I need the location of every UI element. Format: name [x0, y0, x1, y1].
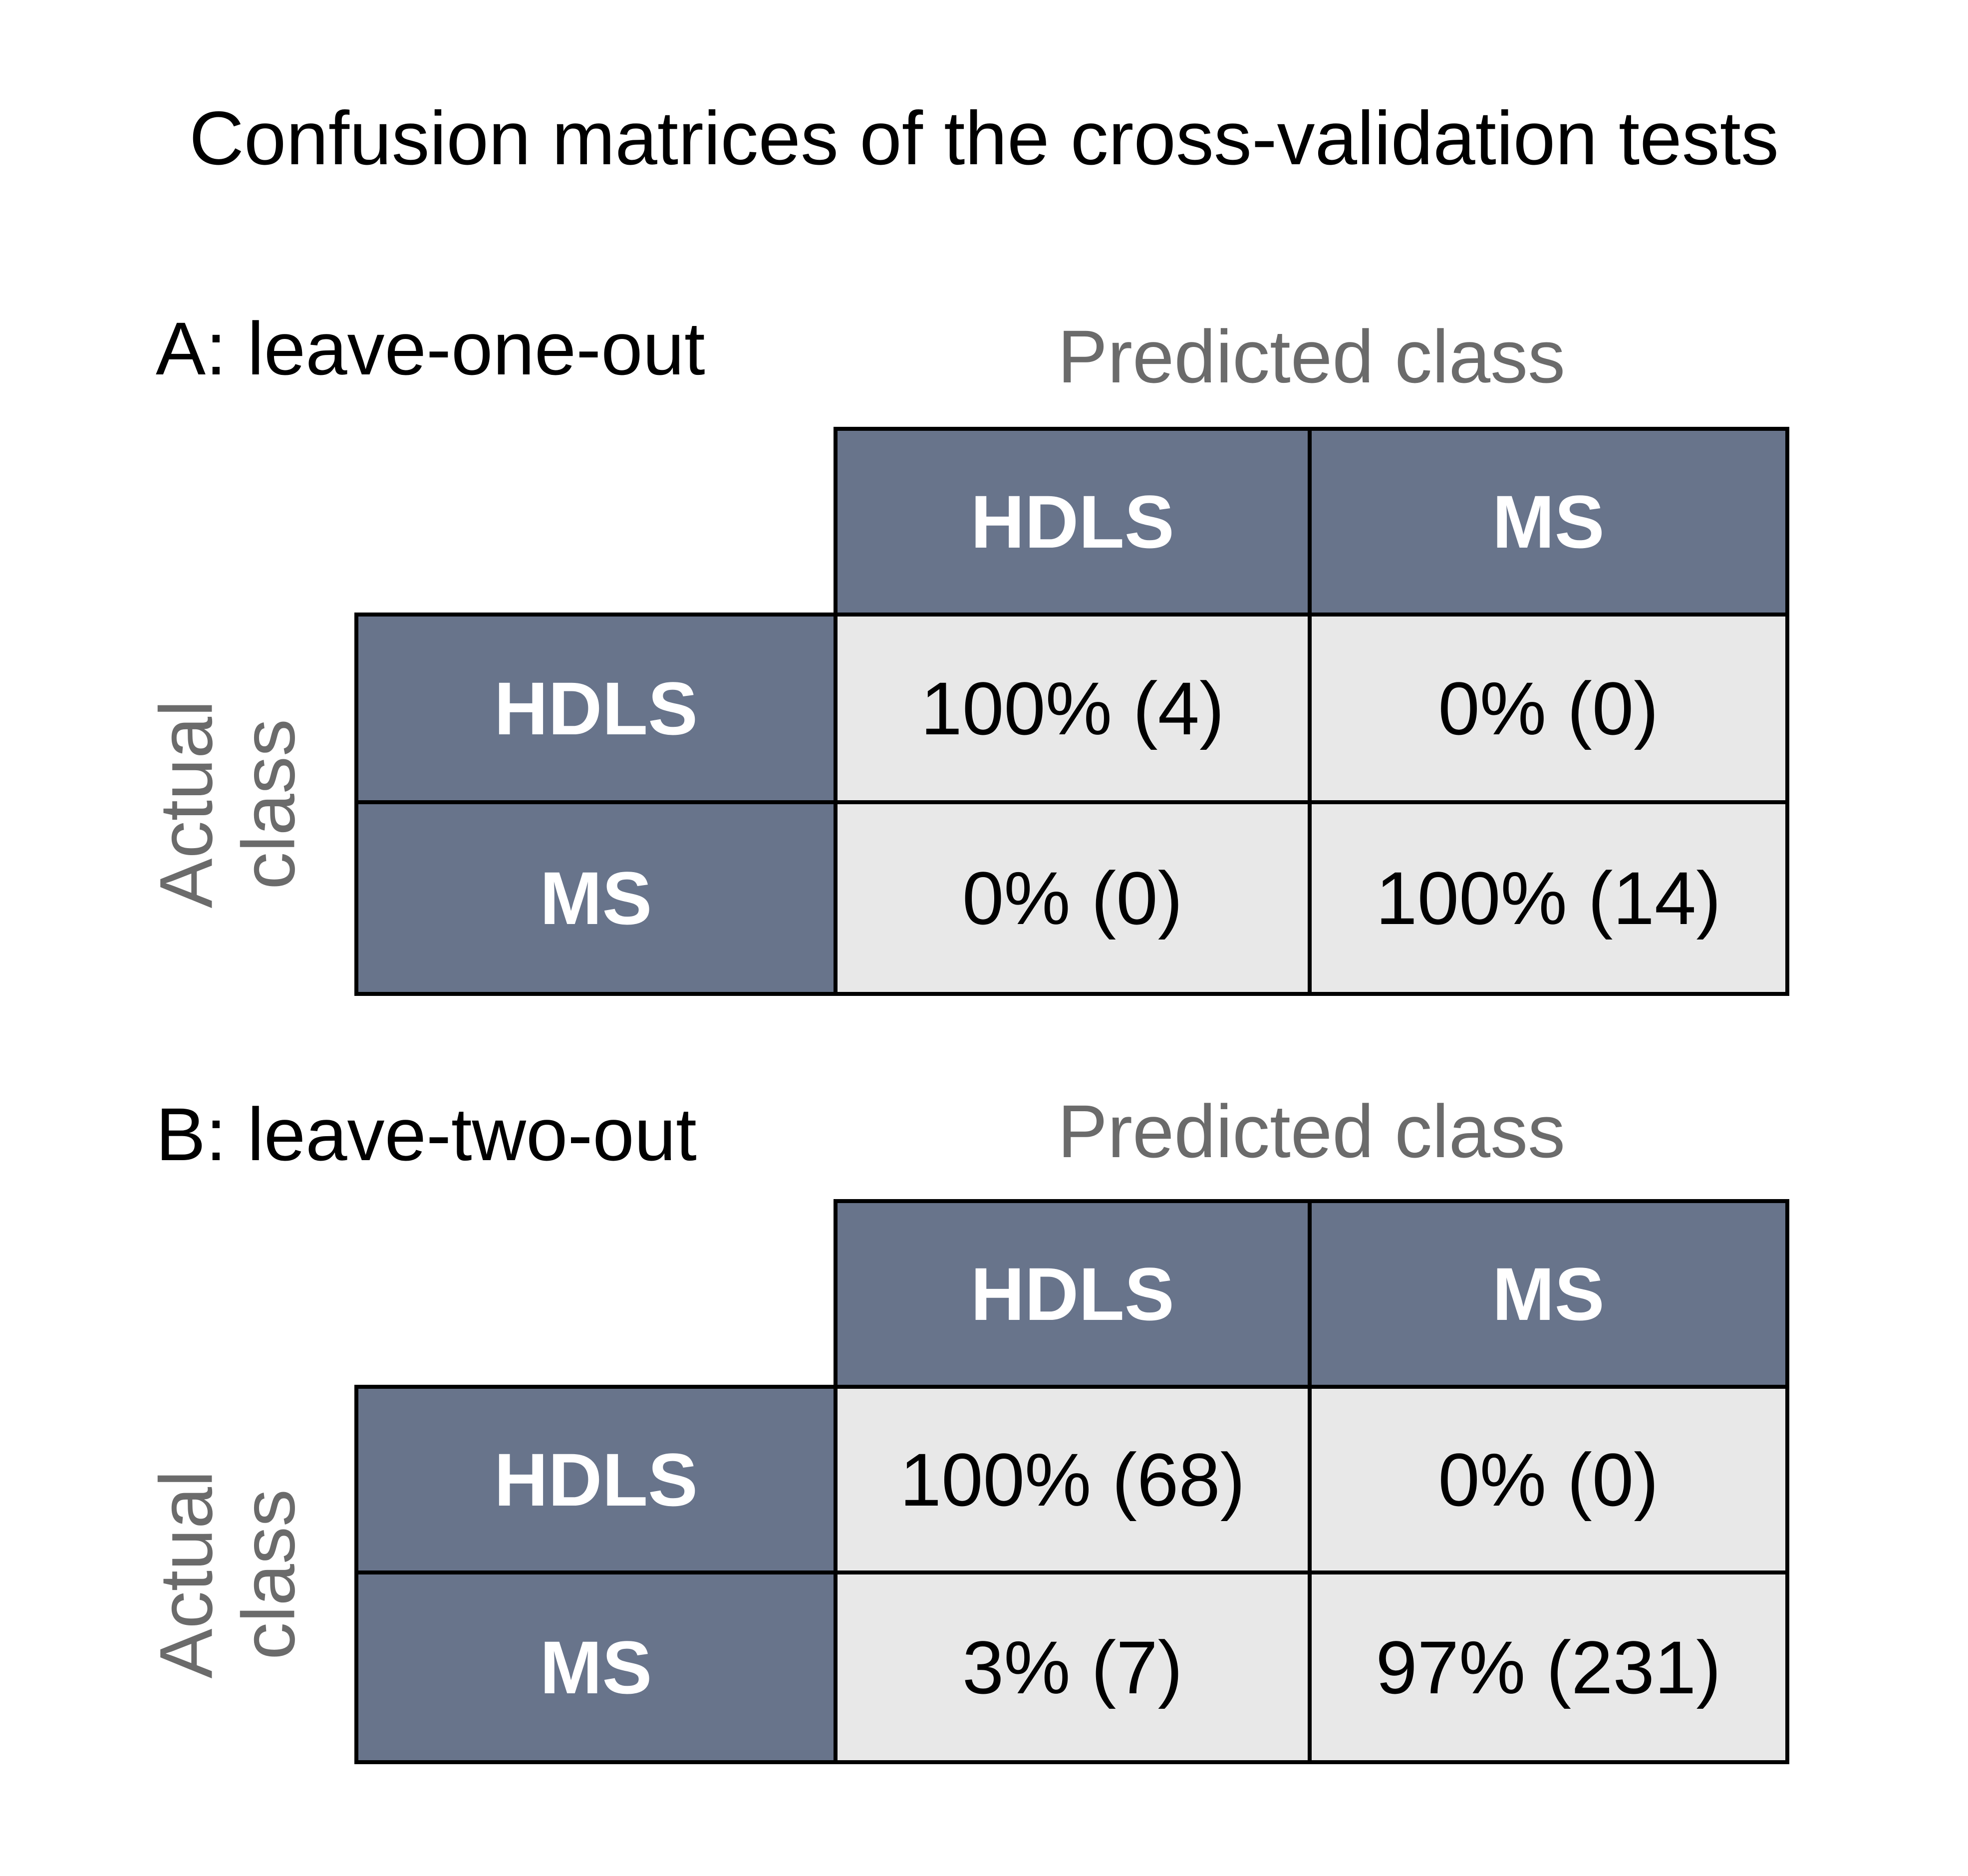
section-b-label: B: leave-two-out [156, 1092, 697, 1176]
col-header-hdls-a: HDLS [838, 431, 1312, 613]
actual-class-label-b: Actual class [120, 1385, 334, 1764]
figure-title: Confusion matrices of the cross-validati… [189, 96, 1779, 181]
cell-b-hdls-ms: 0% (0) [1311, 1389, 1785, 1574]
row-header-hdls-a: HDLS [358, 617, 834, 804]
col-header-ms-a: MS [1492, 479, 1605, 564]
cell-b-hdls-hdls: 100% (68) [838, 1389, 1312, 1574]
row-header-column-a: HDLS MS [354, 613, 838, 996]
cell-a-hdls-hdls: 100% (4) [838, 617, 1312, 804]
cell-a-ms-ms: 100% (14) [1376, 856, 1721, 940]
cell-a-hdls-ms: 0% (0) [1311, 617, 1785, 804]
col-header-hdls-b: HDLS [838, 1203, 1312, 1385]
predicted-class-label-b: Predicted class [1057, 1089, 1566, 1173]
actual-class-line2-a: class [226, 719, 310, 890]
section-a-label: A: leave-one-out [156, 307, 705, 390]
row-header-column-b: HDLS MS [354, 1385, 838, 1764]
data-cells-b: 100% (68) 0% (0) 3% (7) 97% (231) [834, 1385, 1789, 1764]
actual-class-line2-b: class [226, 1489, 310, 1660]
row-header-hdls-b: HDLS [358, 1389, 834, 1574]
col-header-ms-b: MS [1492, 1251, 1605, 1336]
actual-class-line1-b: Actual [144, 1470, 228, 1679]
actual-class-rotated-text-a: Actual class [144, 700, 310, 909]
column-header-row-a: HDLS MS [834, 427, 1789, 617]
cell-b-ms-hdls: 3% (7) [838, 1574, 1312, 1760]
data-cells-a: 100% (4) 0% (0) 0% (0) 100% (14) [834, 613, 1789, 996]
cell-b-ms-ms: 97% (231) [1376, 1625, 1721, 1709]
actual-class-line1-a: Actual [144, 700, 228, 909]
predicted-class-label-a: Predicted class [1057, 314, 1566, 398]
cell-a-ms-hdls: 0% (0) [838, 804, 1312, 992]
actual-class-label-a: Actual class [120, 613, 334, 996]
row-header-ms-a: MS [540, 856, 652, 940]
column-header-row-b: HDLS MS [834, 1199, 1789, 1389]
row-header-ms-b: MS [540, 1625, 652, 1709]
actual-class-rotated-text-b: Actual class [144, 1470, 310, 1679]
